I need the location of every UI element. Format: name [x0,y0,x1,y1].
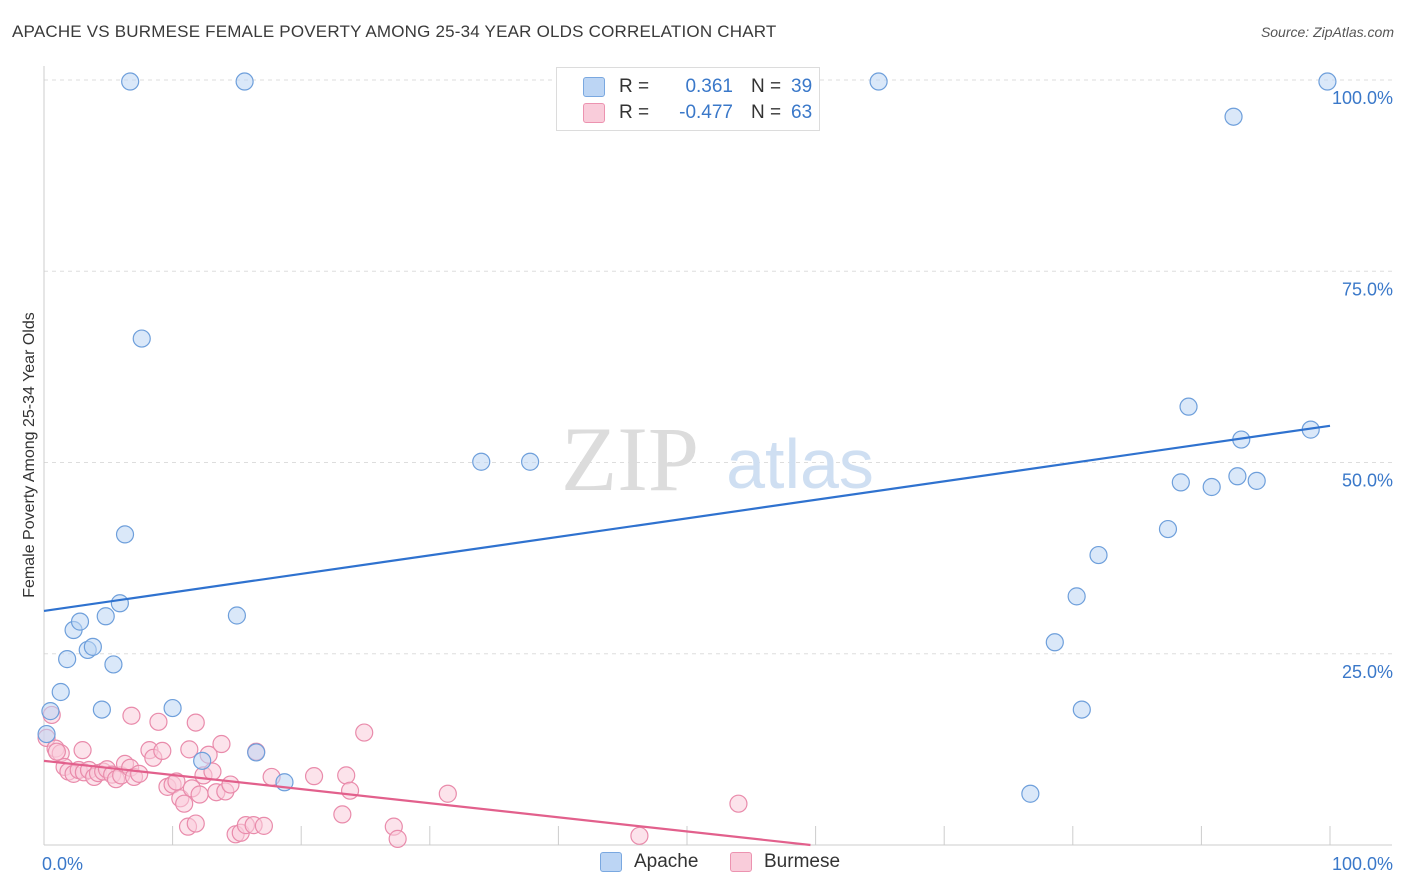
burmese-trend-line [43,759,811,847]
apache-trend-line [43,424,1331,612]
apache-point [1089,545,1108,565]
y-tick-label: 100.0% [1332,88,1393,108]
burmese-point [122,706,141,725]
burmese-point [212,734,231,754]
burmese-point [254,816,274,835]
apache-point [110,594,129,613]
legend-swatch-burmese [583,103,605,123]
apache-point [1318,72,1337,91]
data-points [37,72,1337,848]
burmese-point [153,741,172,761]
apache-point [104,655,123,674]
burmese-point [130,764,149,783]
burmese-point [221,775,240,794]
apache-point [1202,477,1221,497]
burmese-point [167,772,186,791]
apache-point [121,72,140,91]
apache-point [92,700,111,719]
apache-point [41,702,60,721]
burmese-point [73,741,92,760]
apache-point [51,682,70,702]
burmese-point [388,829,407,848]
apache-point [869,72,888,91]
y-tick-label: 50.0% [1342,471,1393,491]
burmese-point [47,742,66,761]
burmese-point [333,805,352,824]
chart-title: APACHE VS BURMESE FEMALE POVERTY AMONG 2… [12,22,777,41]
burmese-point [304,767,324,786]
legend-n-label: N = [751,76,782,97]
apache-point [247,743,266,762]
series-label-burmese: Burmese [764,851,841,872]
apache-point [1045,633,1064,652]
legend-n-label: N = [751,102,782,123]
x-tick-label: 0.0% [42,854,83,874]
legend-r-value-burmese: -0.477 [679,102,733,123]
y-tick-label: 25.0% [1342,662,1393,682]
apache-point [521,452,540,471]
burmese-point [729,794,748,813]
apache-point [1067,587,1086,606]
burmese-point [149,712,168,731]
series-swatch-apache [600,852,622,872]
watermark: ZIP atlas [561,408,874,510]
burmese-point [630,826,649,845]
series-legend-burmese: Burmese [730,851,840,873]
burmese-point [190,785,209,804]
series-legend-apache: Apache [600,851,698,873]
apache-point [132,329,151,348]
apache-point [1021,784,1040,803]
apache-point [58,650,77,669]
legend-row-apache: R = 0.361 N = 39 [557,74,812,100]
burmese-point [186,713,205,732]
tick-labels: 25.0% 50.0% 75.0% 100.0% 0.0% 100.0% [42,88,1393,874]
apache-point [70,612,90,631]
apache-point [1158,519,1178,539]
apache-point [37,724,56,744]
grid-lines [44,79,1392,655]
apache-point [1224,107,1243,126]
series-swatch-burmese [730,852,752,872]
source-label: Source: ZipAtlas.com [1260,24,1394,40]
apache-point [227,606,246,625]
y-axis-label: Female Poverty Among 25-34 Year Olds [21,312,38,598]
apache-point [115,525,135,544]
trend-lines [43,424,1331,847]
legend-r-value-apache: 0.361 [685,76,733,97]
burmese-point [355,723,374,742]
legend-row-burmese: R = -0.477 N = 63 [557,100,812,126]
burmese-point [180,740,199,759]
burmese-point [186,814,205,833]
apache-point [1179,397,1198,416]
watermark-zip: ZIP [561,408,699,510]
correlation-legend: R = 0.361 N = 39 R = -0.477 N = 63 [556,67,820,131]
burmese-point [175,794,194,813]
apache-point [193,751,212,770]
x-tick-label: 100.0% [1332,854,1393,874]
apache-point [472,452,491,471]
legend-r-label: R = [619,76,650,97]
legend-n-value-apache: 39 [791,76,813,97]
apache-point [1247,471,1266,490]
legend-swatch-apache [583,77,605,97]
series-label-apache: Apache [634,851,699,872]
apache-point [163,698,182,718]
apache-point [235,72,254,91]
apache-point [1072,700,1091,719]
burmese-point [340,781,360,800]
burmese-point [337,766,356,785]
legend-r-label: R = [619,102,650,123]
series-legend: Apache Burmese [0,851,1406,877]
apache-point [83,637,102,656]
axes [43,66,1392,846]
y-tick-label: 75.0% [1342,279,1393,299]
apache-point [96,607,115,626]
apache-point [1228,467,1247,486]
burmese-point [438,784,457,803]
apache-point [1171,473,1190,492]
watermark-atlas: atlas [726,425,874,503]
legend-n-value-burmese: 63 [791,102,813,123]
